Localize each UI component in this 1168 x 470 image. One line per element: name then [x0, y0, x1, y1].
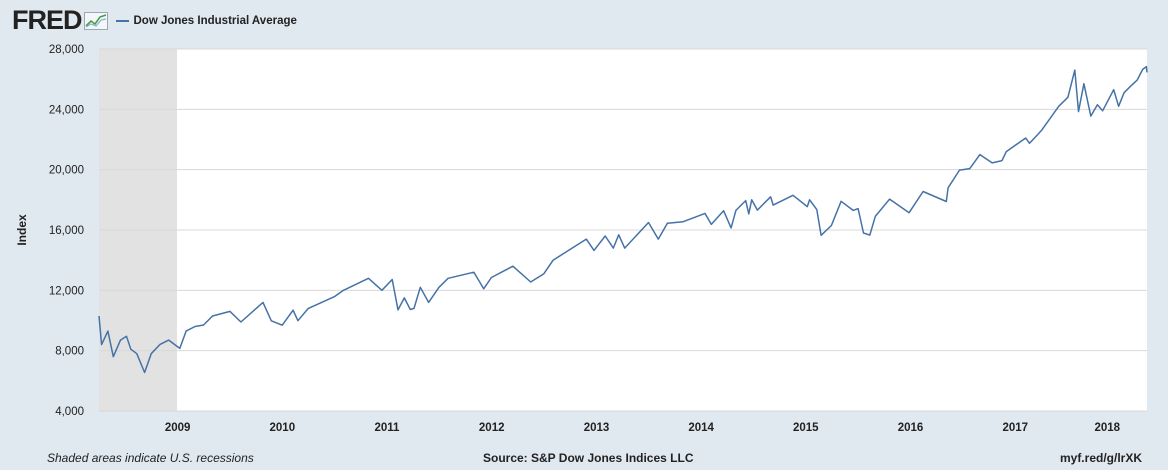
x-tick-label: 2017 — [1002, 422, 1028, 434]
chart-footer: Shaded areas indicate U.S. recessions So… — [0, 451, 1168, 467]
chart-header: FRED Dow Jones Industrial Average — [12, 6, 297, 34]
legend-label: Dow Jones Industrial Average — [133, 15, 297, 27]
short-link[interactable]: myf.red/g/lrXK — [1059, 451, 1142, 465]
y-tick-label: 24,000 — [49, 104, 84, 116]
legend-swatch — [115, 20, 129, 22]
fred-logo[interactable]: FRED — [12, 5, 82, 35]
x-tick-label: 2013 — [584, 422, 610, 434]
legend-item[interactable]: Dow Jones Industrial Average — [115, 15, 297, 27]
x-tick-label: 2015 — [793, 422, 819, 434]
x-tick-label: 2009 — [165, 422, 191, 434]
recession-note: Shaded areas indicate U.S. recessions — [47, 451, 254, 465]
grid-lines — [99, 48, 1147, 412]
y-axis-label: Index — [15, 214, 29, 246]
x-tick-label: 2010 — [270, 422, 296, 434]
x-tick-label: 2012 — [479, 422, 505, 434]
x-tick-label: 2016 — [898, 422, 924, 434]
y-axis: 4,000 8,000 12,000 16,000 20,000 24,000 28,000 — [49, 44, 84, 418]
y-tick-label: 8,000 — [55, 346, 84, 358]
y-tick-label: 28,000 — [49, 44, 84, 56]
x-axis: 2009 2010 2011 2012 2013 2014 2015 2016 2017 2018 — [165, 422, 1121, 434]
y-tick-label: 16,000 — [49, 225, 84, 237]
x-tick-label: 2018 — [1095, 422, 1121, 434]
y-tick-label: 20,000 — [49, 165, 84, 177]
fred-graph-icon — [83, 12, 108, 30]
series-line[interactable] — [98, 65, 1148, 374]
x-tick-label: 2011 — [374, 422, 400, 434]
y-tick-label: 4,000 — [55, 406, 84, 418]
source-text: Source: S&P Dow Jones Indices LLC — [483, 451, 694, 465]
y-tick-label: 12,000 — [49, 285, 84, 297]
chart: 4,000 8,000 12,000 16,000 20,000 24,000 28,000… — [15, 44, 1148, 434]
x-tick-label: 2014 — [688, 422, 714, 434]
